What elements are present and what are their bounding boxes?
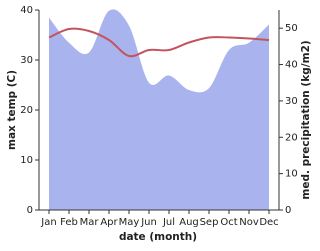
precipitation-area <box>49 9 269 210</box>
y-axis-label: max temp (C) <box>6 70 18 150</box>
y-tick-label: 20 <box>20 105 33 116</box>
chart: date (month) max temp (C) med. precipita… <box>6 5 312 243</box>
x-tick-label: Dec <box>259 217 278 228</box>
y2-tick-label: 0 <box>285 205 291 216</box>
x-tick-label: Sep <box>200 217 219 228</box>
y2-tick-label: 40 <box>285 60 298 71</box>
x-tick-label: Apr <box>100 217 118 228</box>
x-tick-label: Nov <box>239 217 259 228</box>
x-tick-label: Aug <box>179 217 199 228</box>
y2-tick-label: 20 <box>285 132 298 143</box>
x-tick-label: May <box>119 217 140 228</box>
x-tick-label: Jun <box>140 217 157 228</box>
x-axis-label: date (month) <box>119 231 197 243</box>
temp-line <box>48 27 270 58</box>
y-tick-label: 40 <box>20 5 33 16</box>
y2-tick-label: 10 <box>285 169 298 180</box>
x-tick-label: Feb <box>60 217 78 228</box>
y2-tick-label: 50 <box>285 23 298 34</box>
y-tick-label: 30 <box>20 55 33 66</box>
y2-tick-label: 30 <box>285 96 298 107</box>
x-tick-label: Jan <box>40 217 56 228</box>
y-tick-label: 0 <box>27 205 33 216</box>
y2-axis-label: med. precipitation (kg/m2) <box>300 40 312 199</box>
y-tick-label: 10 <box>20 155 33 166</box>
x-tick-label: Oct <box>220 217 237 228</box>
x-tick-label: Jul <box>162 217 175 228</box>
x-tick-label: Mar <box>80 217 100 228</box>
